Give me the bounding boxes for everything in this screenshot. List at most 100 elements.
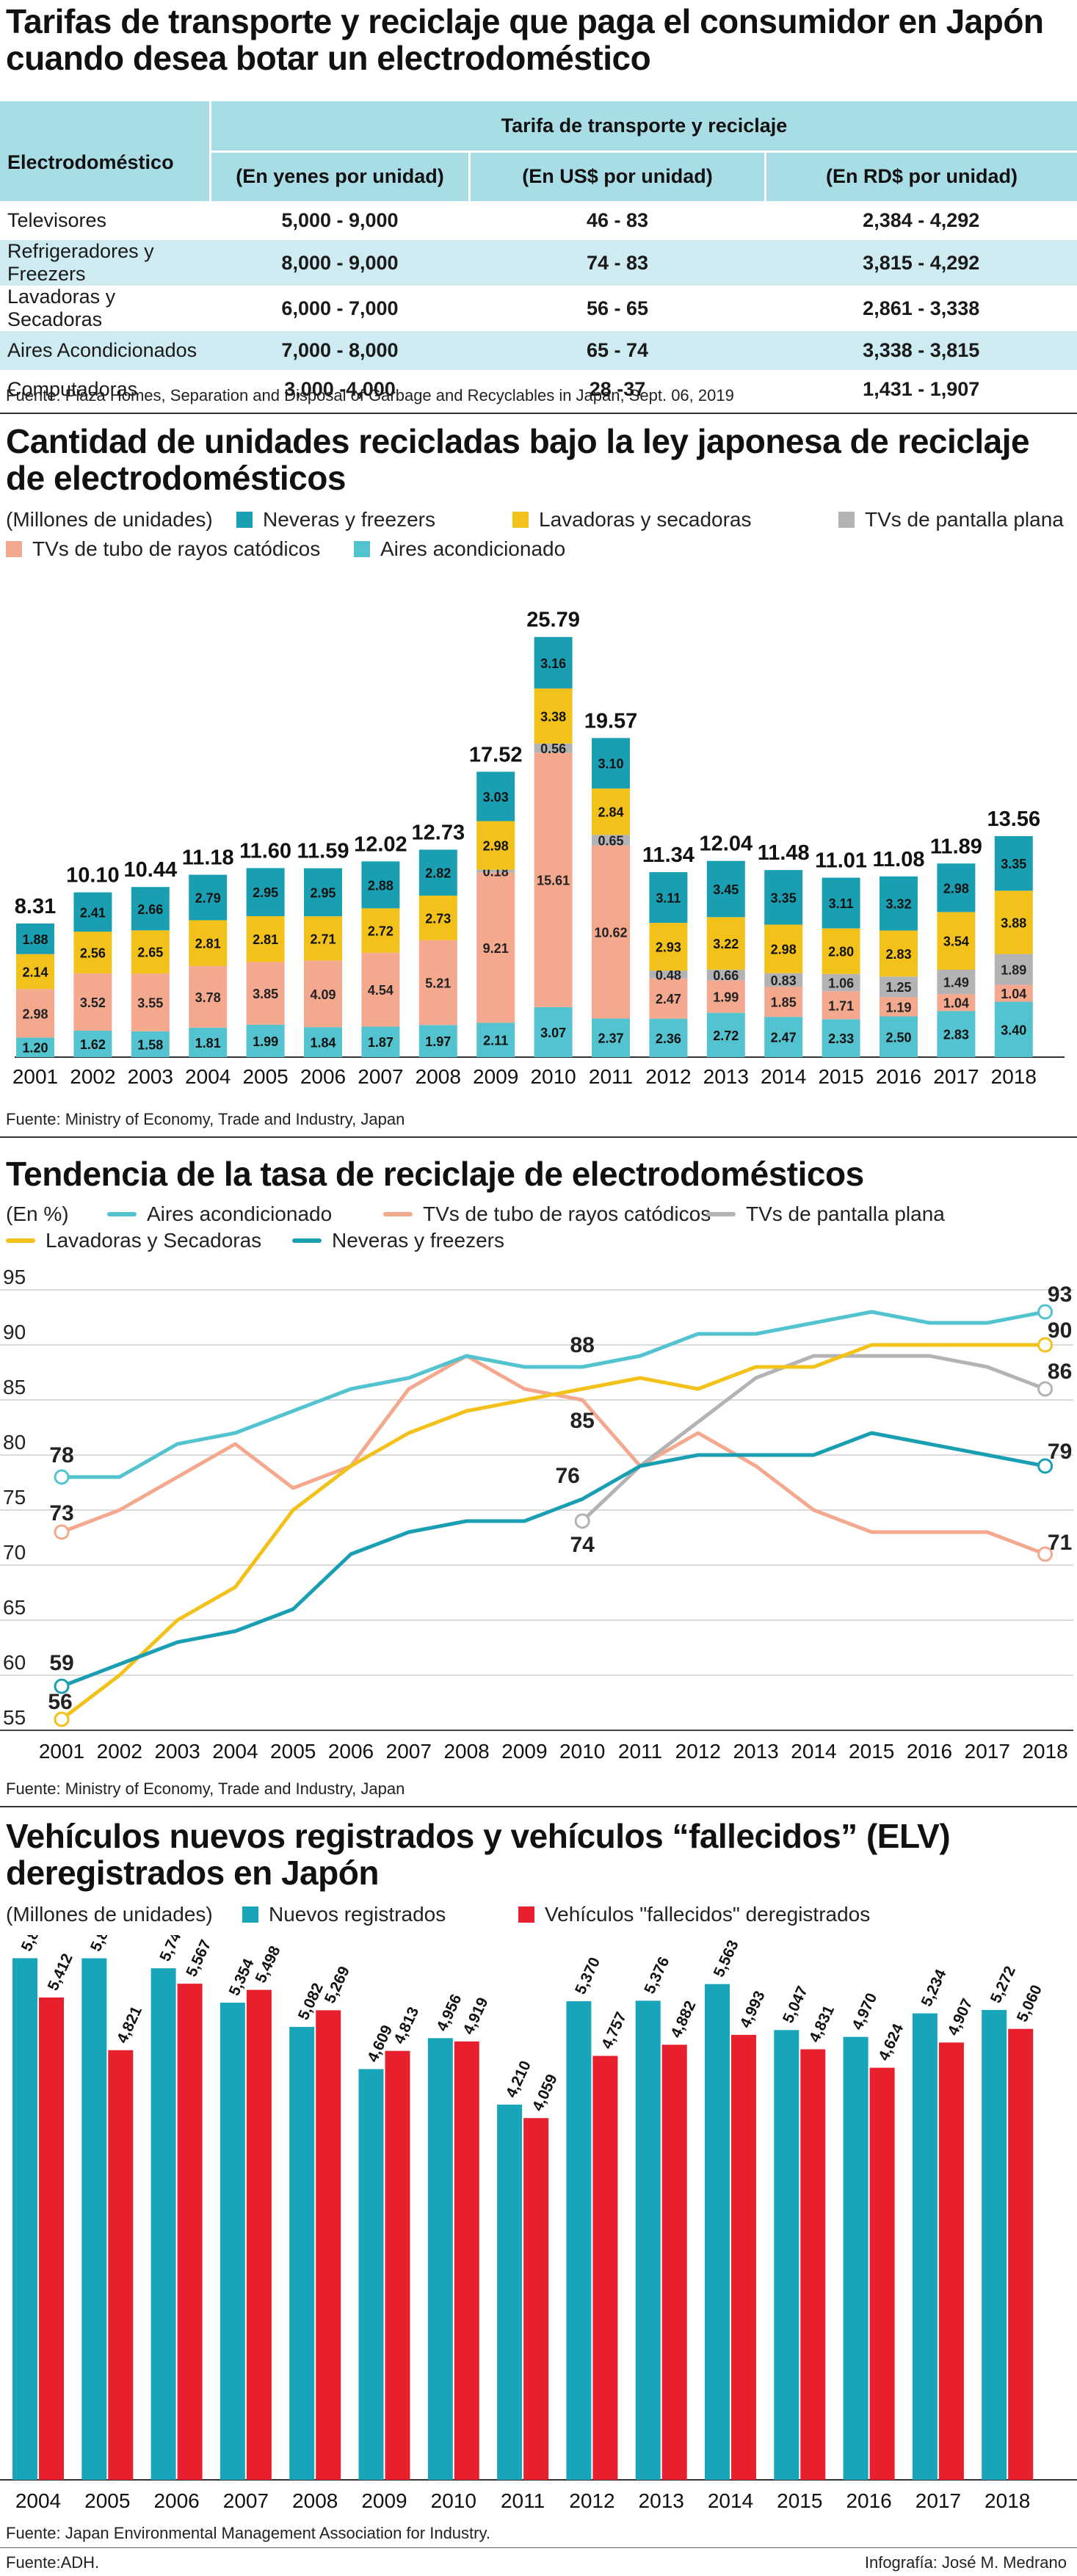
bar-value-label: 4,882 bbox=[667, 1998, 699, 2040]
bar-segment-lavadoras bbox=[189, 920, 228, 966]
bar-segment-neveras bbox=[131, 887, 170, 931]
legend-swatch bbox=[512, 512, 529, 528]
x-tick-label: 2001 bbox=[39, 1740, 84, 1763]
bar-segment-lavadoras bbox=[16, 954, 54, 990]
segment-label: 2.72 bbox=[368, 924, 394, 939]
bar-nuevos bbox=[635, 2000, 661, 2480]
y-tick-label: 75 bbox=[3, 1486, 26, 1509]
bar-nuevos bbox=[566, 2001, 592, 2480]
bar-value-label: 4,813 bbox=[391, 2004, 422, 2046]
segment-label: 2.98 bbox=[943, 881, 969, 896]
row-usd: 74 - 83 bbox=[469, 240, 766, 286]
bar-segment-neveras bbox=[16, 923, 54, 954]
segment-label: 3.55 bbox=[137, 996, 163, 1011]
x-tick-label: 2014 bbox=[761, 1065, 806, 1088]
segment-label: 3.85 bbox=[253, 987, 278, 1001]
row-rd: 3,338 - 3,815 bbox=[765, 331, 1077, 370]
segment-label: 2.81 bbox=[195, 937, 221, 951]
segment-label: 1.84 bbox=[310, 1036, 336, 1051]
point-label: 79 bbox=[1048, 1440, 1072, 1464]
endpoint-marker bbox=[1037, 1458, 1054, 1474]
segment-label: 3.40 bbox=[1001, 1023, 1026, 1037]
legend-tvs-crt: TVs de tubo de rayos catódicos bbox=[6, 537, 320, 561]
bar-segment-lavadoras bbox=[822, 928, 860, 974]
legend-swatch bbox=[838, 512, 855, 528]
bar-segment-lavadoras bbox=[880, 930, 918, 977]
segment-label: 0.65 bbox=[598, 833, 623, 848]
x-tick-label: 2004 bbox=[212, 1740, 258, 1763]
series-line-aires bbox=[59, 1310, 1048, 1479]
series-line-tvs_plana bbox=[580, 1354, 1048, 1523]
line-source: Fuente: Ministry of Economy, Trade and I… bbox=[6, 1779, 405, 1798]
bar-segment-aires bbox=[361, 1026, 400, 1057]
x-tick-label: 2007 bbox=[386, 1740, 432, 1763]
x-tick-label: 2014 bbox=[791, 1740, 836, 1763]
x-tick-label: 2003 bbox=[154, 1740, 200, 1763]
point-label: 88 bbox=[570, 1333, 595, 1357]
segment-label: 2.41 bbox=[80, 905, 106, 920]
y-tick-label: 90 bbox=[3, 1321, 26, 1343]
segment-label: 2.47 bbox=[771, 1031, 797, 1045]
total-label: 10.10 bbox=[66, 864, 120, 888]
legend-label: TVs de pantalla plana bbox=[746, 1202, 945, 1225]
bar-segment-neveras bbox=[764, 870, 803, 925]
segment-label: 2.84 bbox=[598, 805, 623, 820]
segment-label: 1.99 bbox=[713, 990, 739, 1005]
total-label: 25.79 bbox=[526, 609, 580, 632]
line-chart: 55 60 65 70 75 80 85 90 95 2001 2002 2003 2004 2005 20… bbox=[0, 1266, 1073, 1763]
legend-label: Aires acondicionado bbox=[380, 537, 566, 560]
x-tick-label: 2016 bbox=[876, 1065, 921, 1088]
bar-nuevos bbox=[427, 2038, 453, 2480]
segment-label: 0.56 bbox=[540, 741, 566, 756]
x-tick-label: 2002 bbox=[97, 1740, 142, 1763]
segment-label: 3.10 bbox=[598, 757, 623, 772]
bar-segment-aires bbox=[822, 1019, 860, 1057]
bar-value-label: 5,852 bbox=[87, 1935, 119, 1954]
bar-nuevos bbox=[289, 2027, 315, 2480]
legend-swatch bbox=[6, 541, 22, 557]
bar-fallecidos bbox=[108, 2050, 134, 2480]
col-header-item: Electrodoméstico bbox=[0, 101, 211, 201]
series-line-lavadoras bbox=[59, 1343, 1048, 1721]
total-label: 19.57 bbox=[584, 709, 638, 733]
x-tick-label: 2002 bbox=[70, 1065, 115, 1088]
point-label: 74 bbox=[570, 1533, 595, 1557]
bar-value-label: 4,624 bbox=[875, 2021, 907, 2064]
bar-segment-tvs_plana bbox=[822, 973, 860, 992]
segment-label: 3.22 bbox=[713, 937, 739, 951]
segment-label: 1.99 bbox=[253, 1034, 278, 1049]
endpoint-marker bbox=[54, 1469, 70, 1485]
bar-value-label: 4,210 bbox=[503, 2058, 534, 2100]
bar-segment-lavadoras bbox=[534, 688, 573, 744]
segment-label: 3.11 bbox=[656, 891, 681, 906]
segment-label: 2.73 bbox=[425, 911, 451, 926]
point-label: 85 bbox=[570, 1409, 595, 1433]
x-tick-label: 2001 bbox=[12, 1065, 58, 1088]
x-tick-label: 2003 bbox=[128, 1065, 173, 1088]
x-tick-label: 2013 bbox=[733, 1740, 778, 1763]
bar-fallecidos bbox=[454, 2041, 479, 2480]
segment-label: 3.88 bbox=[1001, 915, 1026, 930]
bar-segment-neveras bbox=[822, 877, 860, 929]
x-tick-label: 2010 bbox=[431, 2489, 476, 2512]
unit-text: (En %) bbox=[6, 1202, 69, 1225]
total-label: 11.34 bbox=[642, 843, 695, 867]
x-tick-label: 2008 bbox=[292, 2489, 338, 2512]
bar-segment-aires bbox=[534, 1006, 573, 1057]
row-usd: 65 - 74 bbox=[469, 331, 766, 370]
total-label: 11.59 bbox=[297, 840, 349, 863]
x-tick-label: 2018 bbox=[1022, 1740, 1067, 1763]
legend-line-tvs-plana: TVs de pantalla plana bbox=[706, 1202, 945, 1226]
segment-label: 1.04 bbox=[1001, 987, 1026, 1001]
legend-swatch bbox=[242, 1906, 258, 1923]
row-item: Refrigeradores y Freezers bbox=[0, 240, 211, 286]
point-label: 78 bbox=[49, 1443, 73, 1467]
bar-fallecidos bbox=[39, 1997, 64, 2480]
x-tick-label: 2017 bbox=[915, 2489, 961, 2512]
segment-label: 0.83 bbox=[771, 973, 797, 988]
bar-segment-neveras bbox=[880, 876, 918, 931]
line-unit-label: (En %) bbox=[6, 1202, 69, 1226]
legend-line-swatch bbox=[706, 1212, 736, 1216]
bar-segment-tvs_plana bbox=[534, 743, 573, 753]
